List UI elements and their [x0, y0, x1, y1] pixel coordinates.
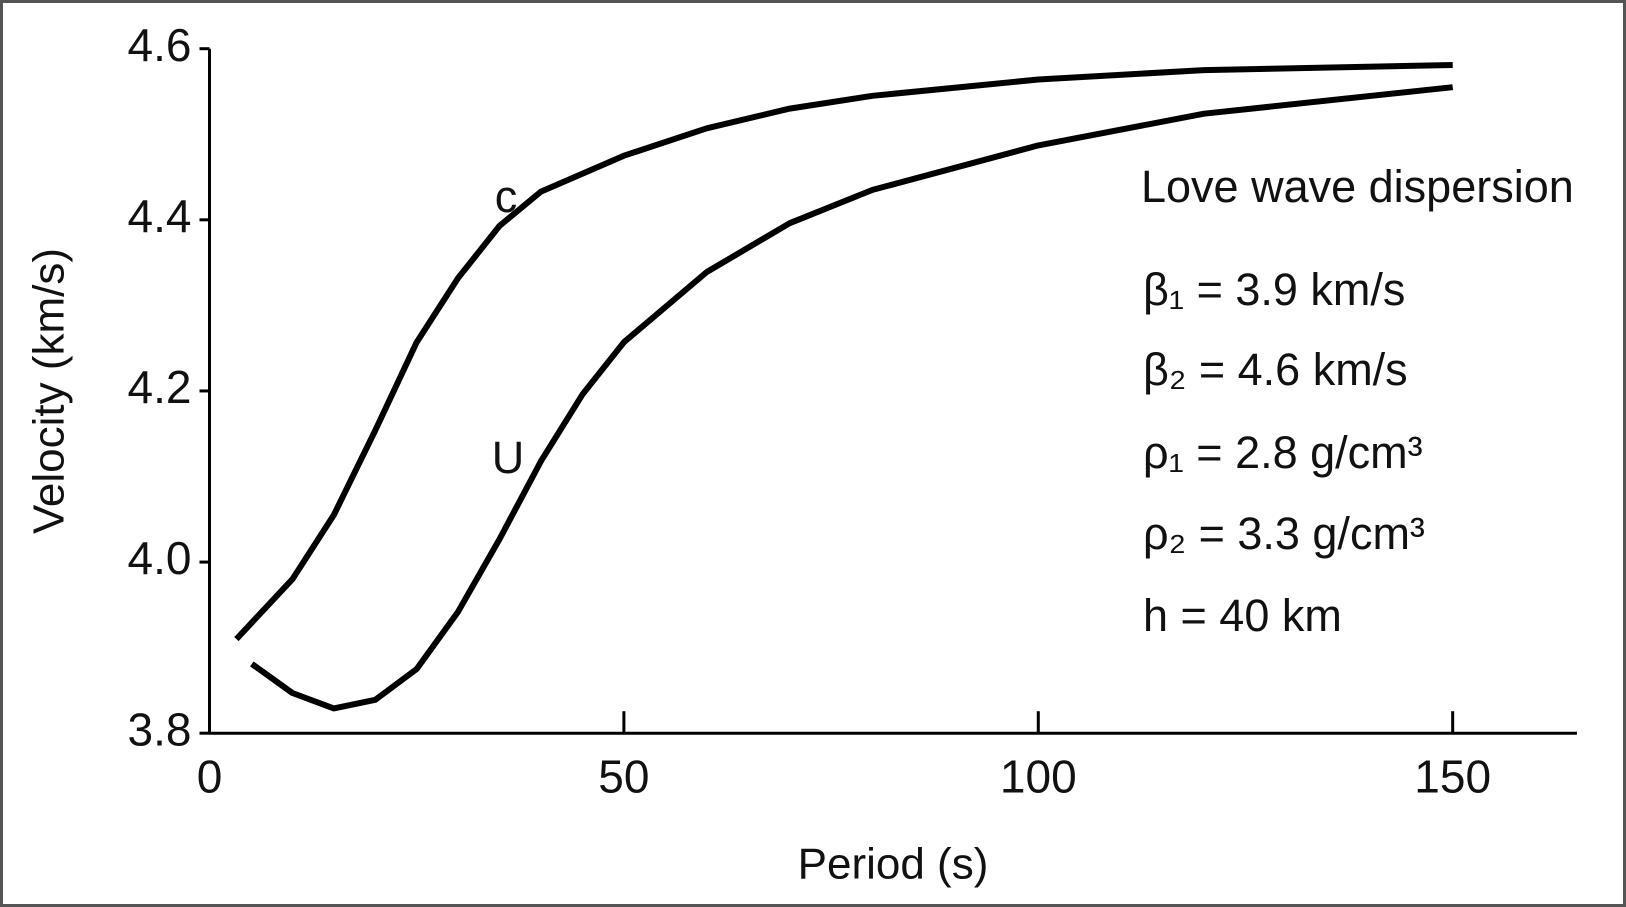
x-axis-label: Period (s)	[798, 840, 989, 889]
y-axis-label: Velocity (km/s)	[25, 248, 74, 534]
y-tick-label: 4.4	[128, 190, 192, 242]
annotation: ρ₂ = 3.3 g/cm³	[1143, 508, 1425, 559]
annotation: Love wave dispersion	[1141, 161, 1574, 212]
x-tick-label: 0	[197, 750, 223, 802]
series-line	[250, 84, 1454, 712]
annotation: β₂ = 4.6 km/s	[1143, 344, 1408, 395]
annotation: ρ₁ = 2.8 g/cm³	[1143, 427, 1423, 478]
curve-label: U	[492, 432, 525, 483]
y-tick-label: 4.6	[128, 19, 192, 71]
y-tick-label: 4.2	[128, 361, 192, 413]
x-tick-label: 50	[598, 750, 649, 802]
curve-label: c	[495, 171, 518, 222]
x-tick-label: 150	[1414, 750, 1491, 802]
annotation: β₁ = 3.9 km/s	[1143, 264, 1405, 315]
y-tick-label: 4.0	[128, 532, 192, 584]
annotation: h = 40 km	[1143, 590, 1342, 641]
y-tick-label: 3.8	[128, 703, 192, 755]
x-tick-label: 100	[1000, 750, 1077, 802]
series-line	[234, 62, 1453, 642]
